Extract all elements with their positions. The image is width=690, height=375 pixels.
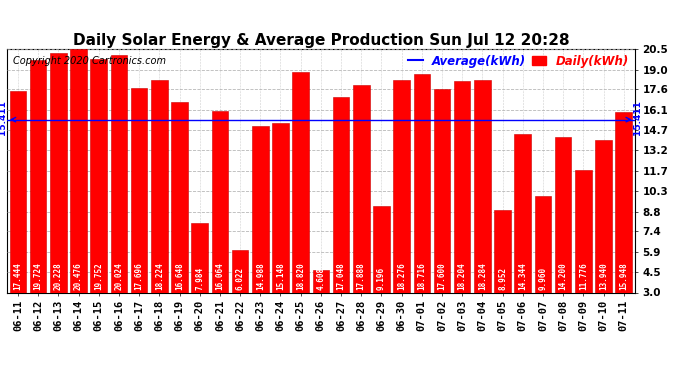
Text: 17.048: 17.048 <box>337 262 346 290</box>
Bar <box>474 80 491 292</box>
Text: 20.024: 20.024 <box>115 262 124 290</box>
Text: 18.284: 18.284 <box>478 262 487 290</box>
Bar <box>151 81 168 292</box>
Text: 18.716: 18.716 <box>417 262 426 290</box>
Bar <box>252 126 268 292</box>
Text: 14.200: 14.200 <box>559 262 568 290</box>
Text: 14.988: 14.988 <box>256 262 265 290</box>
Text: 16.064: 16.064 <box>215 262 224 290</box>
Bar <box>293 72 309 292</box>
Legend: Average(kWh), Daily(kWh): Average(kWh), Daily(kWh) <box>408 55 629 68</box>
Bar <box>353 85 370 292</box>
Text: 18.224: 18.224 <box>155 262 164 290</box>
Text: 7.984: 7.984 <box>195 267 204 290</box>
Bar <box>413 74 430 292</box>
Text: 19.724: 19.724 <box>34 262 43 290</box>
Text: 18.820: 18.820 <box>296 262 305 290</box>
Bar <box>555 136 571 292</box>
Text: 15.948: 15.948 <box>619 262 628 290</box>
Text: 14.344: 14.344 <box>518 262 527 290</box>
Text: 17.696: 17.696 <box>135 262 144 290</box>
Text: 11.776: 11.776 <box>579 262 588 290</box>
Bar <box>535 195 551 292</box>
Bar <box>313 270 329 292</box>
Bar <box>333 97 349 292</box>
Bar <box>90 59 107 292</box>
Bar <box>373 206 390 292</box>
Bar <box>454 81 471 292</box>
Title: Daily Solar Energy & Average Production Sun Jul 12 20:28: Daily Solar Energy & Average Production … <box>72 33 569 48</box>
Bar <box>515 135 531 292</box>
Bar <box>575 170 591 292</box>
Bar <box>434 89 451 292</box>
Bar <box>232 251 248 292</box>
Text: Copyright 2020 Cartronics.com: Copyright 2020 Cartronics.com <box>13 56 166 66</box>
Bar <box>30 60 46 292</box>
Text: 17.888: 17.888 <box>357 262 366 290</box>
Text: 13.940: 13.940 <box>599 262 608 290</box>
Bar <box>110 56 127 292</box>
Text: 20.476: 20.476 <box>74 262 83 290</box>
Bar <box>212 111 228 292</box>
Bar <box>70 49 87 292</box>
Text: 4.608: 4.608 <box>316 267 326 290</box>
Bar <box>131 88 148 292</box>
Text: 20.228: 20.228 <box>54 262 63 290</box>
Text: 15.411: 15.411 <box>634 101 643 139</box>
Text: 15.148: 15.148 <box>276 262 285 290</box>
Text: 19.752: 19.752 <box>95 262 103 290</box>
Text: 15.411: 15.411 <box>0 101 8 139</box>
Text: 17.600: 17.600 <box>437 262 446 290</box>
Text: 16.648: 16.648 <box>175 262 184 290</box>
Bar <box>494 210 511 292</box>
Text: 8.952: 8.952 <box>498 267 507 290</box>
Text: 6.022: 6.022 <box>235 267 244 290</box>
Text: 9.196: 9.196 <box>377 267 386 290</box>
Text: 18.276: 18.276 <box>397 262 406 290</box>
Text: 18.204: 18.204 <box>457 262 466 290</box>
Bar <box>272 123 288 292</box>
Text: 9.960: 9.960 <box>538 267 547 290</box>
Bar <box>191 223 208 292</box>
Bar <box>50 53 67 292</box>
Bar <box>595 140 612 292</box>
Text: 17.444: 17.444 <box>14 262 23 290</box>
Bar <box>171 102 188 292</box>
Bar <box>393 80 410 292</box>
Bar <box>10 92 26 292</box>
Bar <box>615 112 632 292</box>
